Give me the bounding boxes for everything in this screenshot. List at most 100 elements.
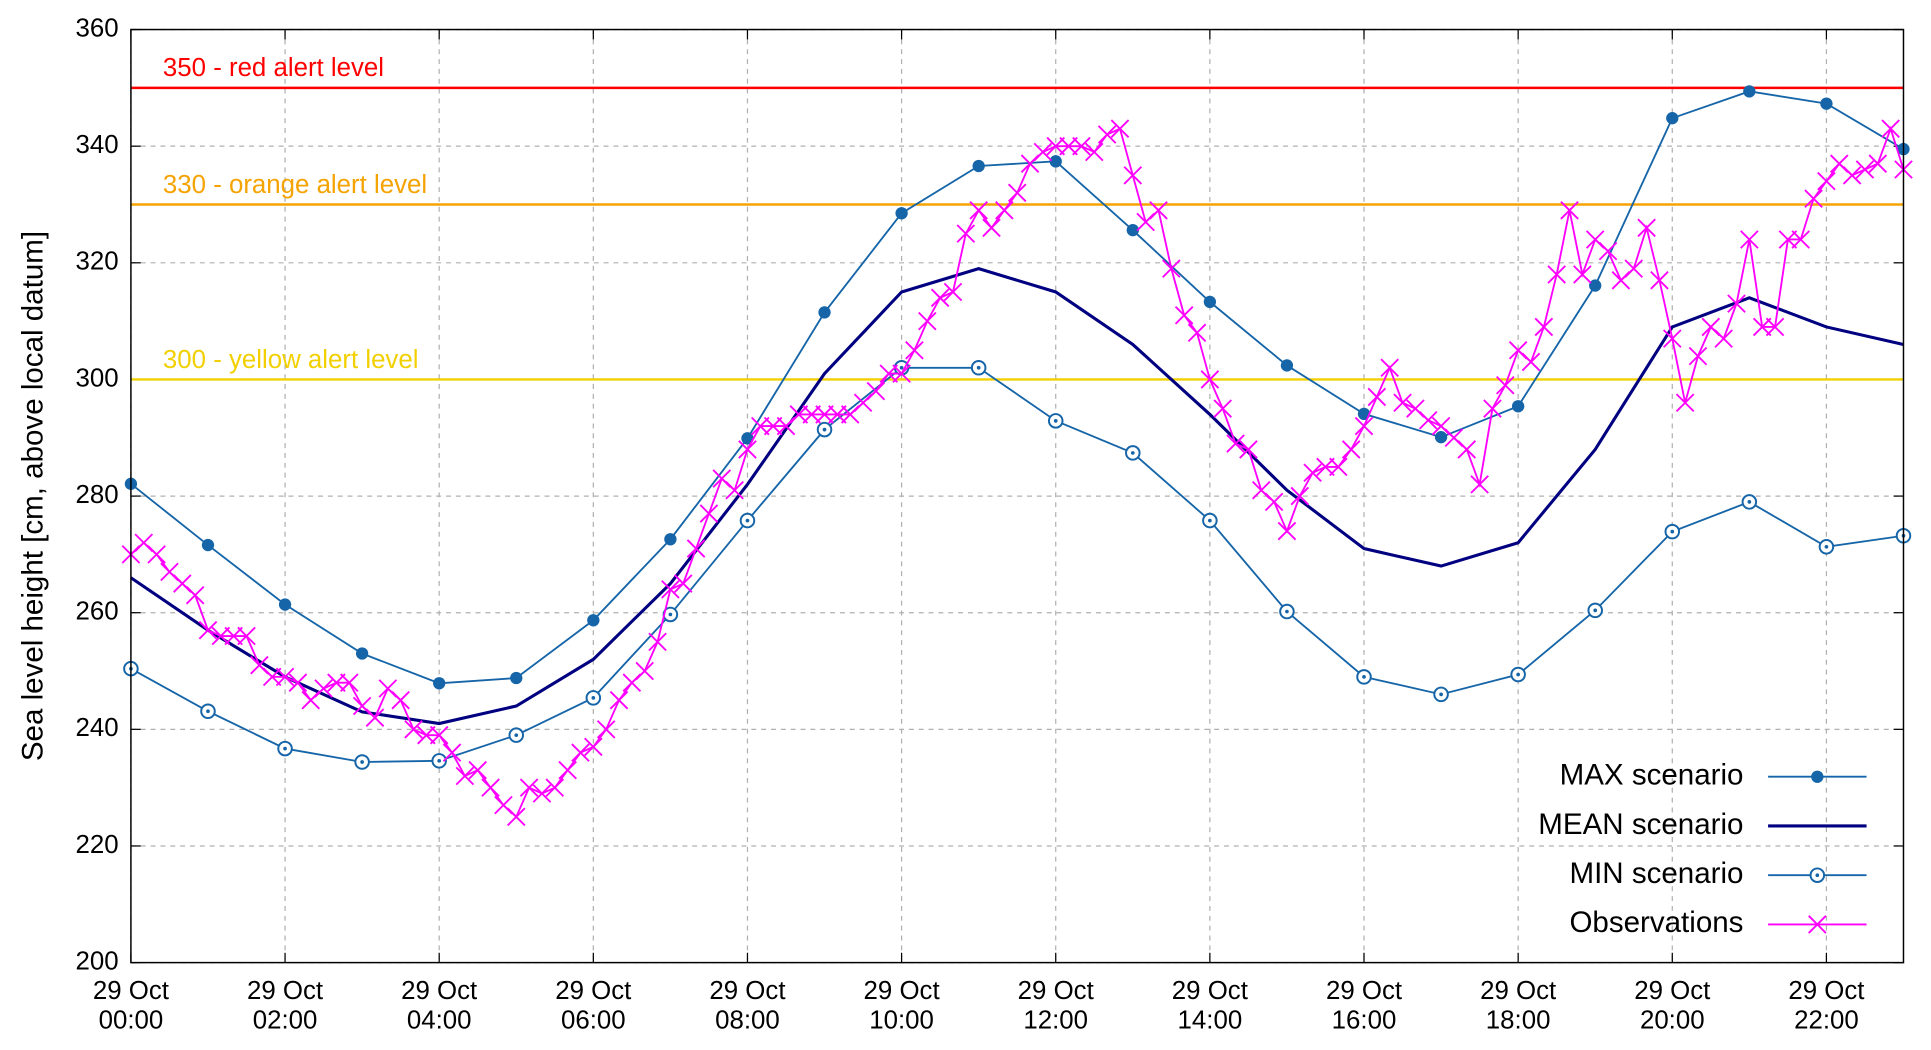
marker-dot	[1815, 873, 1820, 878]
marker	[1187, 323, 1207, 343]
x-tick-label: 29 Oct	[864, 977, 940, 1005]
marker	[433, 677, 446, 690]
marker	[442, 743, 462, 762]
marker	[1433, 686, 1449, 703]
marker	[1239, 440, 1258, 459]
series-line	[130, 267, 1904, 726]
marker	[725, 480, 744, 500]
marker	[288, 673, 308, 692]
marker	[1418, 410, 1438, 430]
marker	[982, 218, 1001, 238]
marker	[1123, 166, 1143, 185]
marker	[1573, 265, 1592, 284]
marker	[1688, 346, 1708, 366]
marker	[1765, 317, 1785, 337]
marker	[1560, 201, 1579, 220]
marker	[1110, 119, 1130, 138]
marker-dot	[1593, 608, 1598, 613]
x-tick-label: 29 Oct	[1172, 977, 1248, 1005]
x-tick-label: 10:00	[869, 1007, 934, 1035]
marker	[417, 725, 436, 745]
marker	[1778, 230, 1798, 249]
marker	[1162, 259, 1181, 278]
marker	[1356, 669, 1372, 685]
marker	[1316, 457, 1335, 477]
marker	[1818, 539, 1835, 555]
marker	[1624, 259, 1644, 278]
marker	[1664, 523, 1681, 540]
y-tick-label: 240	[76, 714, 119, 742]
marker	[1279, 603, 1295, 620]
marker	[355, 647, 369, 660]
x-tick-label: 22:00	[1794, 1007, 1859, 1035]
marker	[661, 580, 680, 599]
marker-dot	[1824, 544, 1829, 549]
marker	[431, 753, 447, 769]
marker	[1510, 666, 1526, 683]
marker	[391, 690, 410, 710]
marker	[455, 766, 475, 786]
marker	[699, 504, 719, 523]
marker	[1126, 223, 1139, 237]
marker	[879, 364, 899, 383]
marker	[1650, 271, 1669, 290]
y-tick-label: 260	[76, 598, 119, 626]
marker	[1393, 393, 1412, 413]
marker	[200, 703, 216, 720]
marker-dot	[668, 612, 673, 617]
series-line	[130, 366, 1904, 763]
marker-dot	[1516, 672, 1520, 677]
marker	[314, 679, 333, 698]
marker	[739, 512, 756, 529]
marker	[930, 288, 950, 308]
marker	[1811, 770, 1824, 783]
marker	[1072, 136, 1091, 156]
marker	[1547, 265, 1566, 284]
marker	[506, 807, 526, 827]
marker	[1303, 463, 1322, 483]
marker	[275, 667, 295, 687]
marker	[508, 727, 525, 743]
marker	[365, 708, 385, 727]
marker	[1457, 440, 1477, 459]
marker	[1741, 494, 1758, 510]
marker	[892, 364, 911, 383]
marker-dot	[1208, 518, 1212, 523]
marker	[327, 673, 346, 692]
marker	[609, 690, 629, 710]
marker	[664, 533, 677, 546]
marker-dot	[514, 733, 519, 738]
marker	[738, 440, 757, 459]
marker	[1496, 376, 1515, 395]
marker	[751, 416, 770, 436]
marker	[468, 760, 487, 780]
marker	[1534, 317, 1554, 337]
marker	[404, 720, 423, 739]
marker-dot	[1747, 500, 1752, 504]
marker	[584, 737, 603, 757]
marker-dot	[360, 760, 364, 764]
marker	[1097, 125, 1117, 144]
marker-dot	[1670, 529, 1675, 534]
marker-dot	[591, 696, 596, 700]
marker	[818, 306, 831, 319]
series-line	[130, 90, 1904, 685]
marker	[1483, 399, 1502, 418]
marker	[1380, 358, 1399, 378]
x-tick-label: 29 Oct	[1480, 977, 1556, 1005]
x-tick-label: 04:00	[407, 1007, 472, 1035]
marker-dot	[1362, 675, 1366, 679]
x-tick-label: 29 Oct	[401, 977, 477, 1005]
marker	[1666, 112, 1679, 125]
marker	[1213, 399, 1232, 418]
marker	[1820, 97, 1833, 110]
marker	[1809, 867, 1826, 883]
series-line	[130, 125, 1905, 819]
marker	[1290, 486, 1310, 506]
x-tick-label: 00:00	[99, 1007, 164, 1035]
marker	[278, 598, 292, 611]
marker	[1202, 512, 1218, 529]
threshold-label: 300 - yellow alert level	[163, 346, 419, 374]
marker	[1855, 160, 1875, 179]
